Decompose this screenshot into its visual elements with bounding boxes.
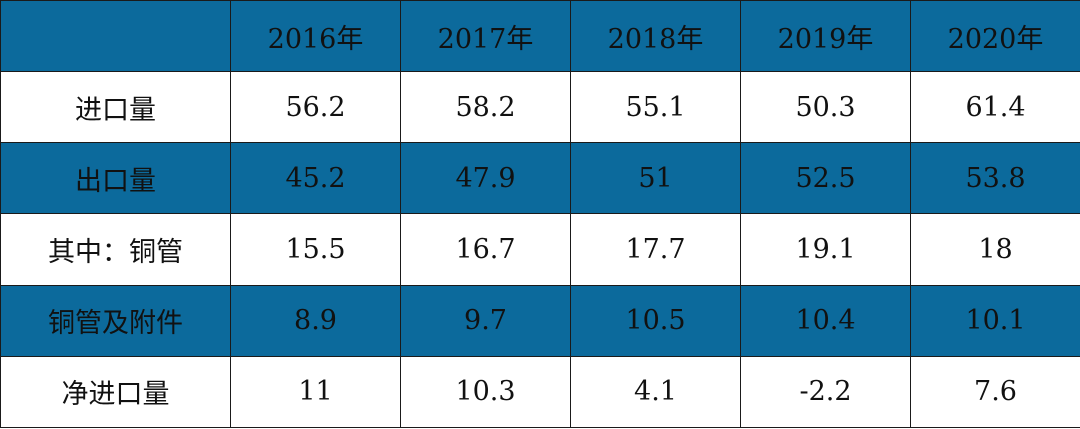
table-row: 其中：铜管 15.5 16.7 17.7 19.1 18 (0, 213, 1080, 286)
value-cell: 8.9 (230, 284, 401, 357)
value-cell: 17.7 (570, 213, 741, 286)
value-cell: 18 (910, 213, 1080, 286)
value-cell: 56.2 (230, 71, 401, 144)
value-cell: 10.4 (740, 284, 911, 357)
value-cell: -2.2 (740, 355, 911, 429)
row-label-cell: 进口量 (0, 71, 231, 144)
value-cell: 9.7 (400, 284, 571, 357)
header-row: 2016年 2017年 2018年 2019年 2020年 (0, 0, 1080, 73)
value-cell: 10.1 (910, 284, 1080, 357)
table-row: 进口量 56.2 58.2 55.1 50.3 61.4 (0, 71, 1080, 144)
value-cell: 4.1 (570, 355, 741, 429)
value-cell: 53.8 (910, 142, 1080, 215)
value-cell: 16.7 (400, 213, 571, 286)
row-label-cell: 出口量 (0, 142, 231, 215)
header-year-cell: 2019年 (740, 0, 911, 73)
header-corner-cell (0, 0, 231, 73)
header-year-cell: 2018年 (570, 0, 741, 73)
value-cell: 15.5 (230, 213, 401, 286)
value-cell: 45.2 (230, 142, 401, 215)
table-row: 出口量 45.2 47.9 51 52.5 53.8 (0, 142, 1080, 215)
table-row: 净进口量 11 10.3 4.1 -2.2 7.6 (0, 355, 1080, 429)
value-cell: 50.3 (740, 71, 911, 144)
row-label-cell: 净进口量 (0, 355, 231, 429)
value-cell: 10.5 (570, 284, 741, 357)
value-cell: 52.5 (740, 142, 911, 215)
value-cell: 51 (570, 142, 741, 215)
value-cell: 55.1 (570, 71, 741, 144)
row-label-cell: 其中：铜管 (0, 213, 231, 286)
value-cell: 10.3 (400, 355, 571, 429)
value-cell: 61.4 (910, 71, 1080, 144)
value-cell: 47.9 (400, 142, 571, 215)
table-row: 铜管及附件 8.9 9.7 10.5 10.4 10.1 (0, 284, 1080, 357)
value-cell: 19.1 (740, 213, 911, 286)
header-year-cell: 2016年 (230, 0, 401, 73)
value-cell: 7.6 (910, 355, 1080, 429)
header-year-cell: 2020年 (910, 0, 1080, 73)
row-label-cell: 铜管及附件 (0, 284, 231, 357)
value-cell: 11 (230, 355, 401, 429)
value-cell: 58.2 (400, 71, 571, 144)
header-year-cell: 2017年 (400, 0, 571, 73)
